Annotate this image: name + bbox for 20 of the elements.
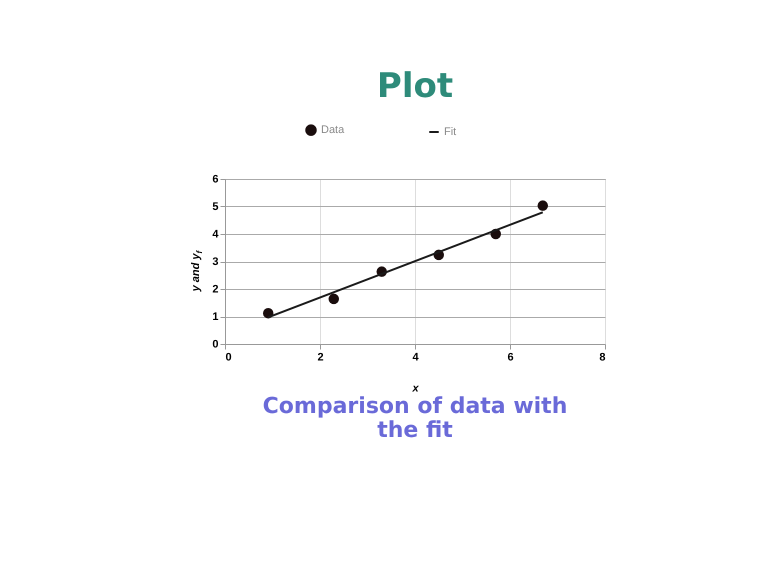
y-tick-label: 1 (212, 311, 218, 323)
point (328, 294, 340, 304)
x-tick-label: 2 (317, 352, 324, 364)
legend-label: Data (321, 124, 346, 136)
y-tick-label: 0 (212, 338, 218, 350)
legend-label: Fit (444, 126, 456, 138)
y-tick-label: 5 (212, 201, 218, 213)
y-tick-label: 3 (212, 256, 218, 268)
y-axis-title: y and yf (190, 250, 204, 292)
x-tick-label: 8 (599, 352, 606, 364)
point (538, 200, 548, 211)
x-tick-label: 4 (412, 352, 420, 364)
x-axis-title: x (411, 382, 420, 394)
chart-title: Plot (376, 66, 454, 106)
x-tick-label: 6 (507, 352, 514, 364)
y-tick-label: 2 (212, 284, 218, 296)
y-tick-label: 4 (212, 228, 220, 240)
y-tick-label: 6 (212, 174, 218, 186)
text: Comparison of data with the fit (262, 394, 568, 443)
x-tick-label: 0 (226, 352, 232, 364)
